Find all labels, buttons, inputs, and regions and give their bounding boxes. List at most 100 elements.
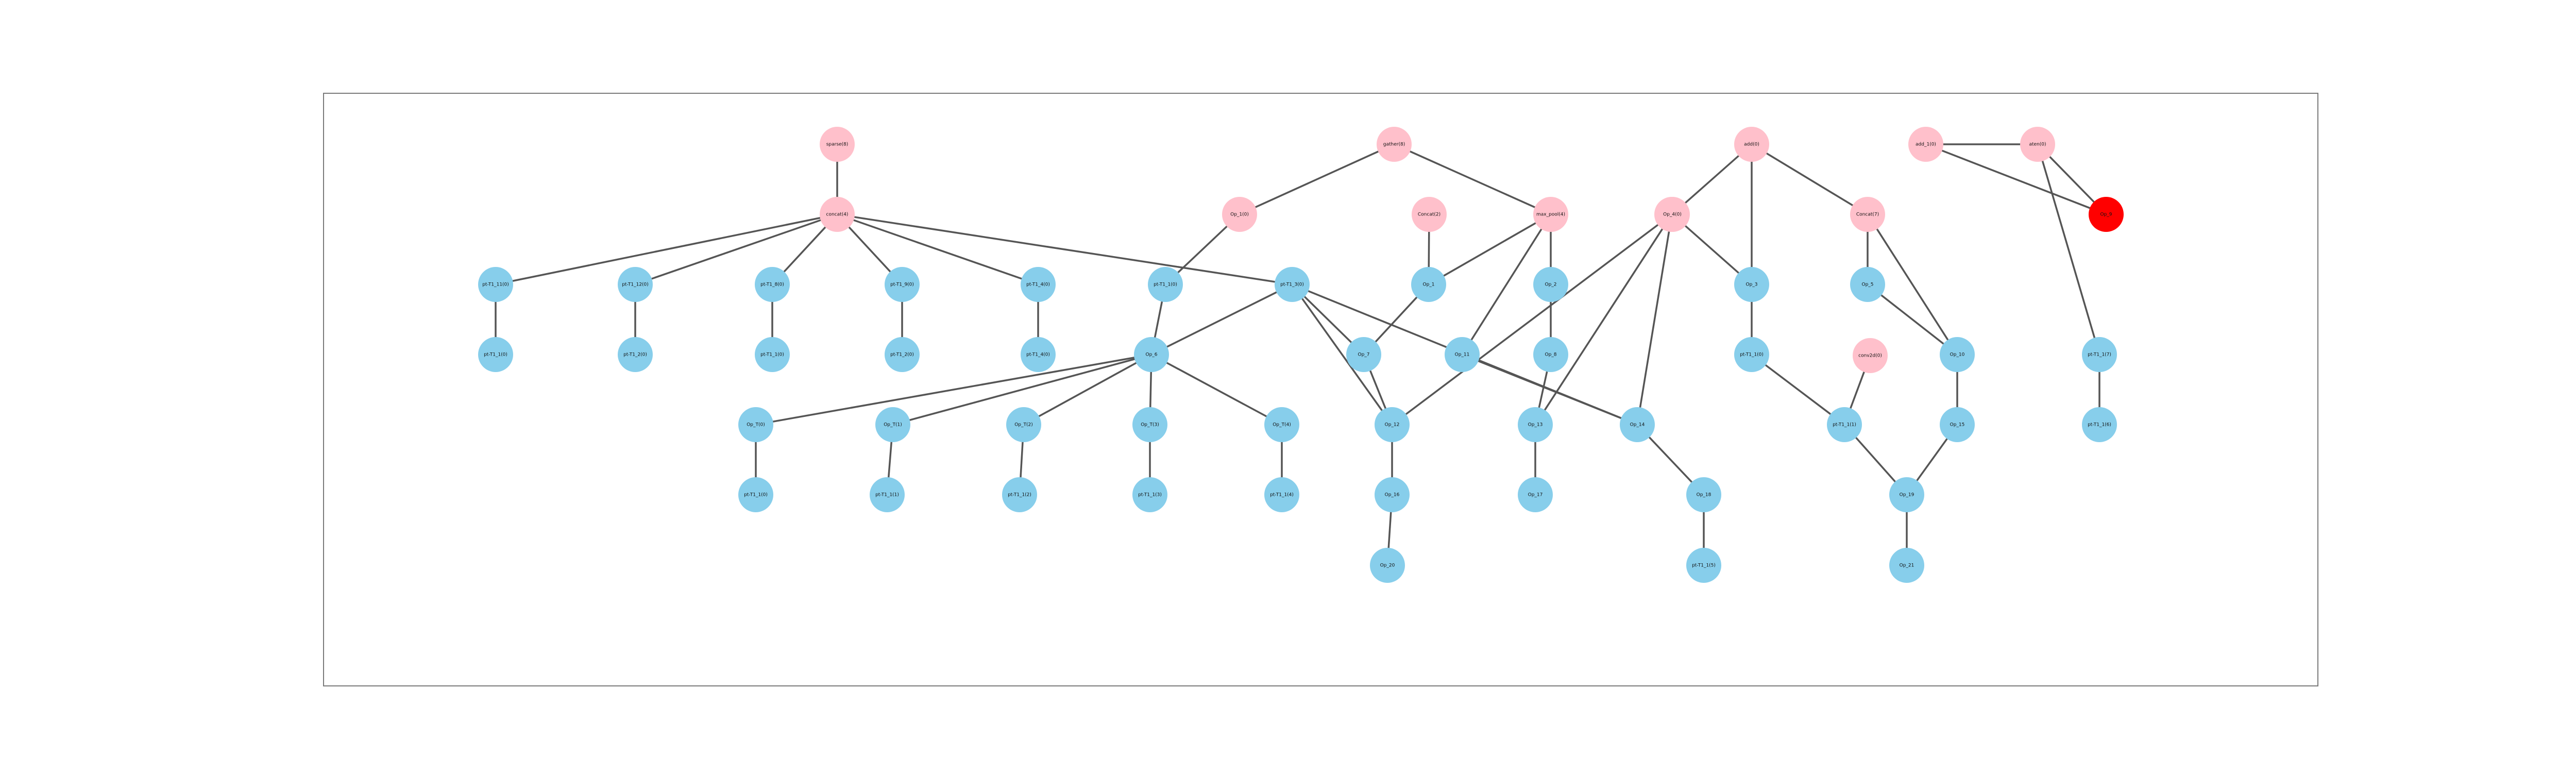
- node-circle: [1134, 337, 1169, 372]
- graph-node-n10[interactable]: Op_4(0): [1655, 197, 1690, 232]
- node-label: add(0): [1744, 142, 1759, 147]
- graph-node-n35[interactable]: Op_10: [1940, 337, 1975, 372]
- graph-node-n15[interactable]: pt-T1_11(0): [478, 267, 513, 302]
- graph-node-n5[interactable]: Concat(2): [1412, 197, 1447, 232]
- graph-node-n1[interactable]: sparse(8): [820, 127, 855, 162]
- edge-n4-n6: [1394, 143, 1551, 215]
- graph-node-n17[interactable]: pt-T1_8(0): [755, 267, 790, 302]
- graph-node-n57[interactable]: pt-T1_1(5): [1686, 548, 1721, 583]
- node-label: pt-T1_12(0): [622, 282, 649, 288]
- graph-node-n26[interactable]: pt-T1_1(0): [478, 337, 513, 372]
- edge-n34-n45: [1751, 354, 1845, 426]
- graph-node-n21[interactable]: pt-T1_3(0): [1275, 267, 1310, 302]
- graph-node-n33[interactable]: Op_8: [1533, 337, 1568, 372]
- graph-node-n31[interactable]: Op_6: [1134, 337, 1169, 372]
- node-label: Op_11: [1455, 352, 1470, 358]
- graph-node-n50[interactable]: pt-T1_1(3): [1132, 477, 1167, 512]
- node-circle: [1375, 407, 1410, 442]
- node-circle: [1370, 548, 1405, 583]
- node-circle: [2082, 407, 2117, 442]
- graph-node-n3[interactable]: Op_1(0): [1222, 197, 1257, 232]
- edge-n25-n35: [1867, 283, 1958, 356]
- node-label: Op_17: [1528, 493, 1543, 498]
- node-circle: [1375, 477, 1410, 512]
- graph-node-n22[interactable]: Op_1: [1411, 267, 1446, 302]
- graph-node-n4[interactable]: gather(8): [1377, 127, 1412, 162]
- node-label: Op_T(0): [747, 423, 765, 428]
- graph-node-n19[interactable]: pt-T1_4(0): [1021, 267, 1056, 302]
- graph-node-n46[interactable]: Op_15: [1940, 407, 1975, 442]
- node-circle: [738, 407, 773, 442]
- graph-node-n41[interactable]: Op_T(4): [1264, 407, 1299, 442]
- node-circle: [1734, 127, 1769, 162]
- node-circle: [1850, 267, 1885, 302]
- graph-node-n30[interactable]: pt-T1_4(0): [1021, 337, 1056, 372]
- graph-node-n60[interactable]: pt-T1_1(7): [2082, 337, 2117, 372]
- node-circle: [2020, 127, 2055, 162]
- graph-node-n40[interactable]: Op_T(3): [1132, 407, 1167, 442]
- graph-node-n53[interactable]: Op_17: [1518, 477, 1553, 512]
- edge-n31-n41: [1151, 354, 1282, 426]
- edge-n7-n43: [1534, 214, 1673, 425]
- graph-node-n9[interactable]: Concat(7): [1850, 197, 1885, 232]
- graph-node-n11[interactable]: conv2d(0): [1853, 338, 1888, 373]
- node-circle: [1132, 477, 1167, 512]
- graph-node-n38[interactable]: Op_T(1): [875, 407, 910, 442]
- graph-node-n56[interactable]: Op_20: [1370, 548, 1405, 583]
- graph-node-n52[interactable]: Op_16: [1375, 477, 1410, 512]
- graph-node-n16[interactable]: pt-T1_12(0): [618, 267, 653, 302]
- node-label: Op_T(4): [1273, 423, 1291, 428]
- node-label: pt-T1_4(0): [1026, 282, 1050, 288]
- graph-node-n58[interactable]: pt-T1_1(6): [2082, 407, 2117, 442]
- graph-node-n29[interactable]: pt-T1_2(0): [885, 337, 920, 372]
- edge-n12-n14: [1925, 143, 2107, 215]
- graph-node-n12[interactable]: add_1(0): [1908, 127, 1943, 162]
- node-circle: [1533, 197, 1568, 232]
- graph-node-n51[interactable]: pt-T1_1(4): [1264, 477, 1299, 512]
- graph-node-n44[interactable]: Op_14: [1620, 407, 1655, 442]
- graph-node-n34[interactable]: pt-T1_1(0): [1734, 337, 1769, 372]
- graph-node-n20[interactable]: pt-T1_1(0): [1148, 267, 1183, 302]
- edge-n13-n60: [2037, 144, 2100, 355]
- graph-node-n49[interactable]: pt-T1_1(2): [1002, 477, 1037, 512]
- graph-node-n25[interactable]: Op_5: [1850, 267, 1885, 302]
- graph-node-n54[interactable]: Op_18: [1686, 477, 1721, 512]
- graph-node-n18[interactable]: pt-T1_9(0): [885, 267, 920, 302]
- graph-node-n32[interactable]: Op_7: [1346, 337, 1381, 372]
- edge-n7-n44: [1636, 214, 1673, 425]
- nodes-layer: sparse(8) concat(4) Op_1(0) gather(8) Concat…: [478, 127, 2124, 583]
- edge-n4-n3: [1239, 143, 1395, 215]
- node-circle: [1827, 407, 1862, 442]
- node-circle: [1686, 548, 1721, 583]
- graph-node-n43[interactable]: Op_13: [1518, 407, 1553, 442]
- graph-node-n37[interactable]: Op_T(0): [738, 407, 773, 442]
- node-circle: [1264, 477, 1299, 512]
- node-circle: [1377, 127, 1412, 162]
- graph-node-n2[interactable]: concat(4): [820, 197, 855, 232]
- node-label: pt-T1_1(2): [1008, 493, 1031, 498]
- graph-node-n48[interactable]: pt-T1_1(1): [870, 477, 905, 512]
- graph-node-n13[interactable]: aten(0): [2020, 127, 2055, 162]
- node-circle: [1940, 337, 1975, 372]
- edge-n21-n31: [1151, 283, 1293, 356]
- node-label: Op_15: [1950, 423, 1965, 428]
- graph-node-n55[interactable]: Op_19: [1889, 477, 1924, 512]
- graph-node-n39[interactable]: Op_T(2): [1006, 407, 1041, 442]
- graph-node-n8[interactable]: add(0): [1734, 127, 1769, 162]
- graph-node-n45[interactable]: pt-T1_1(1): [1827, 407, 1862, 442]
- graph-node-n59[interactable]: Op_21: [1889, 548, 1924, 583]
- node-circle: [1734, 267, 1769, 302]
- graph-node-n6[interactable]: max_pool(4): [1533, 197, 1568, 232]
- graph-node-n23[interactable]: Op_2: [1533, 267, 1568, 302]
- node-label: Op_21: [1900, 563, 1914, 568]
- graph-node-n47[interactable]: pt-T1_1(0): [738, 477, 773, 512]
- node-circle: [1620, 407, 1655, 442]
- node-label: pt-T1_11(0): [482, 282, 509, 288]
- graph-node-n24[interactable]: Op_3: [1734, 267, 1769, 302]
- node-circle: [1853, 338, 1888, 373]
- graph-node-n14[interactable]: Op_9: [2089, 197, 2124, 232]
- graph-node-n28[interactable]: pt-T1_1(0): [755, 337, 790, 372]
- graph-node-n36[interactable]: Op_11: [1445, 337, 1480, 372]
- graph-node-n27[interactable]: pt-T1_2(0): [618, 337, 653, 372]
- graph-node-n42[interactable]: Op_12: [1375, 407, 1410, 442]
